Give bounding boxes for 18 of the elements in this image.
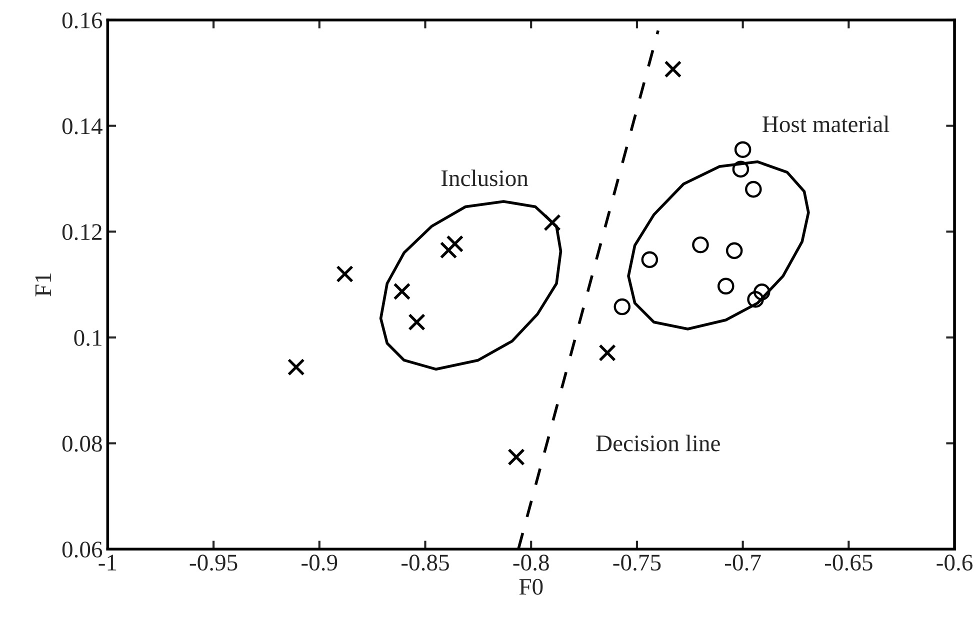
x-tick-label: -0.7 [725, 554, 761, 571]
x-tick-label: -0.65 [824, 554, 872, 571]
y-axis-title: F1 [35, 273, 51, 296]
annotation: Host material [762, 116, 890, 132]
y-tick-label: 0.16 [62, 12, 102, 28]
x-tick-label: -0.85 [402, 554, 449, 571]
x-tick-label: -0.9 [302, 554, 338, 571]
x-tick-label: -0.6 [936, 554, 973, 571]
x-tick-label: -0.95 [190, 554, 238, 571]
annotation: Inclusion [441, 170, 528, 186]
x-tick-label: -0.75 [613, 554, 661, 571]
y-tick-label: 0.08 [62, 436, 102, 452]
x-tick-label: -0.8 [513, 554, 549, 571]
y-tick-label: 0.1 [74, 330, 102, 346]
y-tick-label: 0.14 [62, 118, 102, 134]
y-tick-label: 0.12 [62, 224, 102, 240]
annotation: Decision line [596, 434, 720, 452]
x-axis-title: F0 [519, 578, 543, 595]
